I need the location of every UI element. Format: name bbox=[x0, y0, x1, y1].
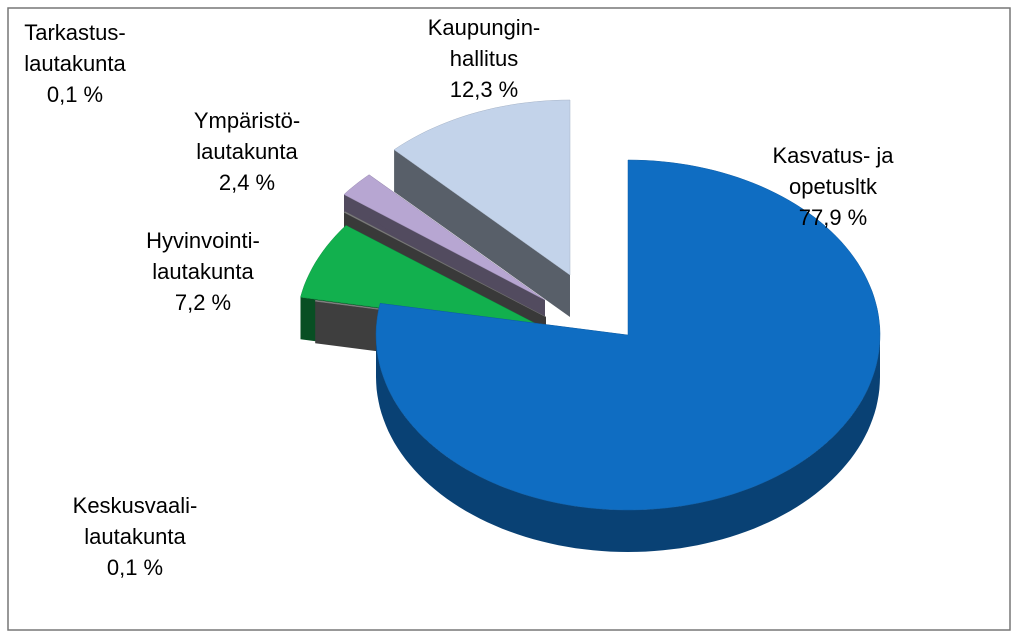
value-label: 0,1 % bbox=[107, 555, 163, 580]
data-label: Kaupungin-hallitus 12,3 % bbox=[428, 15, 541, 102]
value-label: 12,3 % bbox=[450, 77, 519, 102]
data-label: Hyvinvointi-lautakunta 7,2 % bbox=[146, 228, 260, 315]
slice bbox=[300, 225, 549, 331]
slice bbox=[393, 99, 571, 276]
label-line: lautakunta bbox=[152, 259, 254, 284]
value-label: 0,1 % bbox=[47, 82, 103, 107]
data-label: Tarkastus-lautakunta 0,1 % bbox=[24, 20, 126, 107]
label-line: Hyvinvointi- bbox=[146, 228, 260, 253]
slice bbox=[393, 99, 571, 317]
data-label: Ympäristö-lautakunta 2,4 % bbox=[194, 108, 300, 195]
label-line: Ympäristö- bbox=[194, 108, 300, 133]
label-line: lautakunta bbox=[24, 51, 126, 76]
slice bbox=[375, 159, 881, 552]
label-line: hallitus bbox=[450, 46, 518, 71]
value-label: 77,9 % bbox=[799, 205, 868, 230]
slice bbox=[343, 174, 546, 301]
data-label: Kasvatus- ja opetusltk 77,9 % bbox=[772, 143, 894, 230]
slice bbox=[343, 211, 547, 318]
label-line: Kasvatus- ja bbox=[772, 143, 894, 168]
data-label: Keskusvaali-lautakunta 0,1 % bbox=[73, 493, 198, 580]
label-line: Kaupungin- bbox=[428, 15, 541, 40]
label-line: Keskusvaali- bbox=[73, 493, 198, 518]
label-line: lautakunta bbox=[84, 524, 186, 549]
value-label: 2,4 % bbox=[219, 170, 275, 195]
label-line: Tarkastus- bbox=[24, 20, 125, 45]
label-line: lautakunta bbox=[196, 139, 298, 164]
slice-side bbox=[376, 335, 880, 552]
value-label: 7,2 % bbox=[175, 290, 231, 315]
slice-radial-face bbox=[394, 149, 570, 317]
slice bbox=[375, 159, 881, 511]
label-line: opetusltk bbox=[789, 174, 878, 199]
